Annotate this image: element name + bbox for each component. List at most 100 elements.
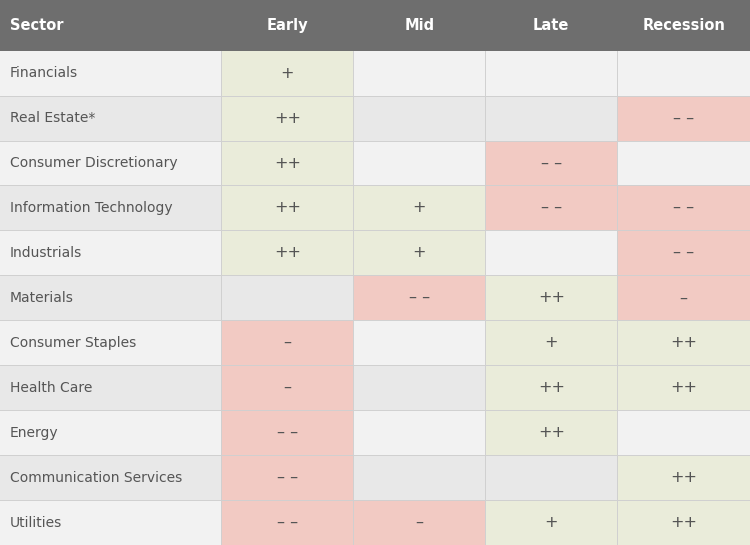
Text: ++: ++ — [538, 290, 565, 305]
Bar — [353, 500, 485, 545]
Bar — [353, 51, 485, 95]
Text: – –: – – — [277, 425, 298, 440]
Bar — [485, 410, 617, 455]
Text: ++: ++ — [670, 335, 698, 350]
Text: – –: – – — [277, 515, 298, 530]
Text: – –: – – — [409, 290, 430, 305]
Bar — [353, 410, 485, 455]
Text: Information Technology: Information Technology — [10, 201, 172, 215]
Text: ++: ++ — [538, 380, 565, 395]
Bar — [485, 500, 617, 545]
Bar — [485, 185, 617, 231]
Bar — [617, 231, 750, 275]
Text: Industrials: Industrials — [10, 246, 82, 260]
Bar — [485, 320, 617, 365]
Text: Financials: Financials — [10, 66, 78, 80]
Bar — [0, 185, 750, 231]
Bar — [221, 185, 353, 231]
Text: Materials: Materials — [10, 291, 74, 305]
Text: Late: Late — [533, 18, 569, 33]
Bar — [221, 320, 353, 365]
Text: – –: – – — [673, 245, 694, 261]
Bar — [353, 320, 485, 365]
Bar — [221, 365, 353, 410]
Bar — [485, 231, 617, 275]
Text: ++: ++ — [274, 201, 301, 215]
Bar — [617, 410, 750, 455]
Bar — [0, 410, 750, 455]
Text: Early: Early — [266, 18, 308, 33]
Bar — [353, 455, 485, 500]
Text: –: – — [416, 515, 423, 530]
Text: Consumer Staples: Consumer Staples — [10, 336, 136, 350]
Text: ++: ++ — [274, 111, 301, 125]
Bar — [0, 275, 750, 320]
Text: ++: ++ — [670, 470, 698, 485]
Text: ++: ++ — [670, 380, 698, 395]
Text: +: + — [280, 65, 294, 81]
Bar — [485, 275, 617, 320]
Text: – –: – – — [673, 201, 694, 215]
Bar — [353, 95, 485, 141]
Text: – –: – – — [541, 201, 562, 215]
Text: ++: ++ — [538, 425, 565, 440]
Bar — [485, 141, 617, 185]
Text: Real Estate*: Real Estate* — [10, 111, 95, 125]
Text: ++: ++ — [274, 155, 301, 171]
Bar — [0, 141, 750, 185]
Bar — [617, 500, 750, 545]
Bar — [353, 275, 485, 320]
Bar — [221, 455, 353, 500]
Text: Sector: Sector — [10, 18, 64, 33]
Bar — [221, 231, 353, 275]
Text: – –: – – — [673, 111, 694, 125]
Text: Utilities: Utilities — [10, 516, 62, 530]
Text: ++: ++ — [274, 245, 301, 261]
Bar — [0, 320, 750, 365]
Bar — [485, 455, 617, 500]
Bar — [485, 95, 617, 141]
Bar — [0, 455, 750, 500]
Bar — [0, 231, 750, 275]
Bar — [353, 141, 485, 185]
Text: +: + — [413, 245, 426, 261]
Bar — [0, 500, 750, 545]
Bar — [617, 365, 750, 410]
Bar — [353, 185, 485, 231]
Text: Consumer Discretionary: Consumer Discretionary — [10, 156, 178, 170]
Text: –: – — [284, 380, 291, 395]
Bar — [221, 500, 353, 545]
Text: Recession: Recession — [642, 18, 725, 33]
Text: ++: ++ — [670, 515, 698, 530]
Text: Mid: Mid — [404, 18, 434, 33]
Text: – –: – – — [277, 470, 298, 485]
Text: –: – — [680, 290, 688, 305]
Bar — [353, 231, 485, 275]
Text: – –: – – — [541, 155, 562, 171]
Bar — [485, 51, 617, 95]
Bar — [353, 365, 485, 410]
Bar — [221, 51, 353, 95]
Text: Communication Services: Communication Services — [10, 470, 182, 485]
Bar — [221, 141, 353, 185]
Bar — [221, 95, 353, 141]
Bar — [0, 95, 750, 141]
Bar — [617, 95, 750, 141]
Bar — [221, 410, 353, 455]
Bar — [617, 455, 750, 500]
Bar — [617, 51, 750, 95]
Text: +: + — [413, 201, 426, 215]
Bar — [0, 51, 750, 95]
Bar — [221, 275, 353, 320]
Bar — [617, 185, 750, 231]
Bar — [0, 0, 750, 51]
Text: –: – — [284, 335, 291, 350]
Text: Health Care: Health Care — [10, 381, 92, 395]
Bar — [617, 141, 750, 185]
Bar — [617, 275, 750, 320]
Bar — [617, 320, 750, 365]
Text: +: + — [544, 335, 558, 350]
Bar — [0, 365, 750, 410]
Text: +: + — [544, 515, 558, 530]
Text: Energy: Energy — [10, 426, 58, 440]
